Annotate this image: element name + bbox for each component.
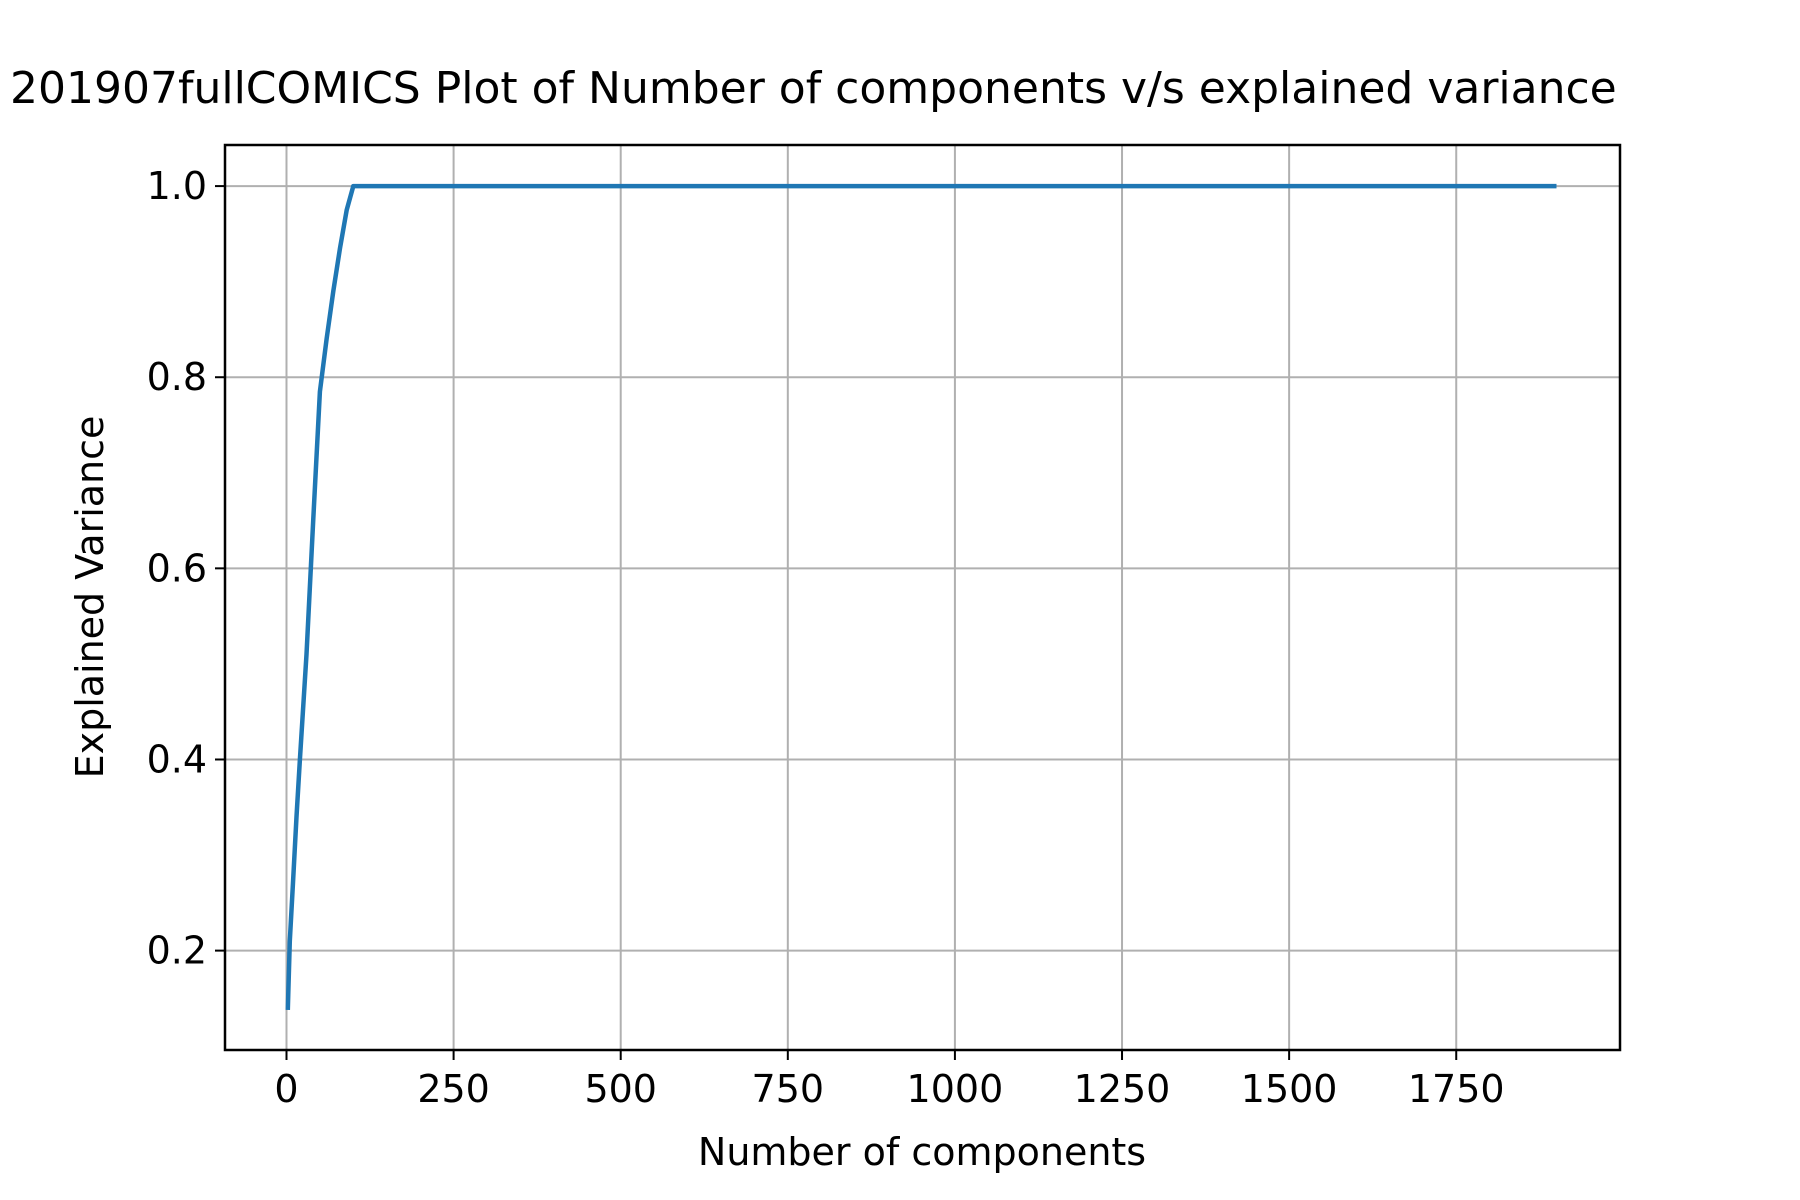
x-axis-label: Number of components bbox=[698, 1130, 1146, 1174]
chart-title: 201907fullCOMICS Plot of Number of compo… bbox=[10, 63, 1617, 114]
axis-ticks: 0 250 500 750 1000 1250 1500 1750 0.2 0.4 0.6 0.8 1.… bbox=[147, 164, 1505, 1111]
x-tick-label: 1000 bbox=[907, 1067, 1004, 1111]
x-tick-label: 750 bbox=[752, 1067, 825, 1111]
x-tick-label: 1750 bbox=[1408, 1067, 1505, 1111]
x-tick-label: 250 bbox=[417, 1067, 490, 1111]
x-tick-label: 500 bbox=[584, 1067, 657, 1111]
x-tick-label: 1500 bbox=[1241, 1067, 1338, 1111]
y-tick-label: 1.0 bbox=[147, 164, 207, 208]
y-tick-label: 0.6 bbox=[147, 546, 207, 590]
plot-area bbox=[285, 183, 1557, 1010]
y-tick-label: 0.2 bbox=[147, 929, 207, 973]
x-tick-label: 1250 bbox=[1074, 1067, 1171, 1111]
y-axis-label: Explained Variance bbox=[68, 416, 112, 779]
y-tick-label: 0.4 bbox=[147, 737, 207, 781]
plot-frame bbox=[223, 143, 1622, 1052]
series-line-0 bbox=[285, 183, 1557, 1010]
y-tick-label: 0.8 bbox=[147, 355, 207, 399]
x-tick-label: 0 bbox=[274, 1067, 298, 1111]
